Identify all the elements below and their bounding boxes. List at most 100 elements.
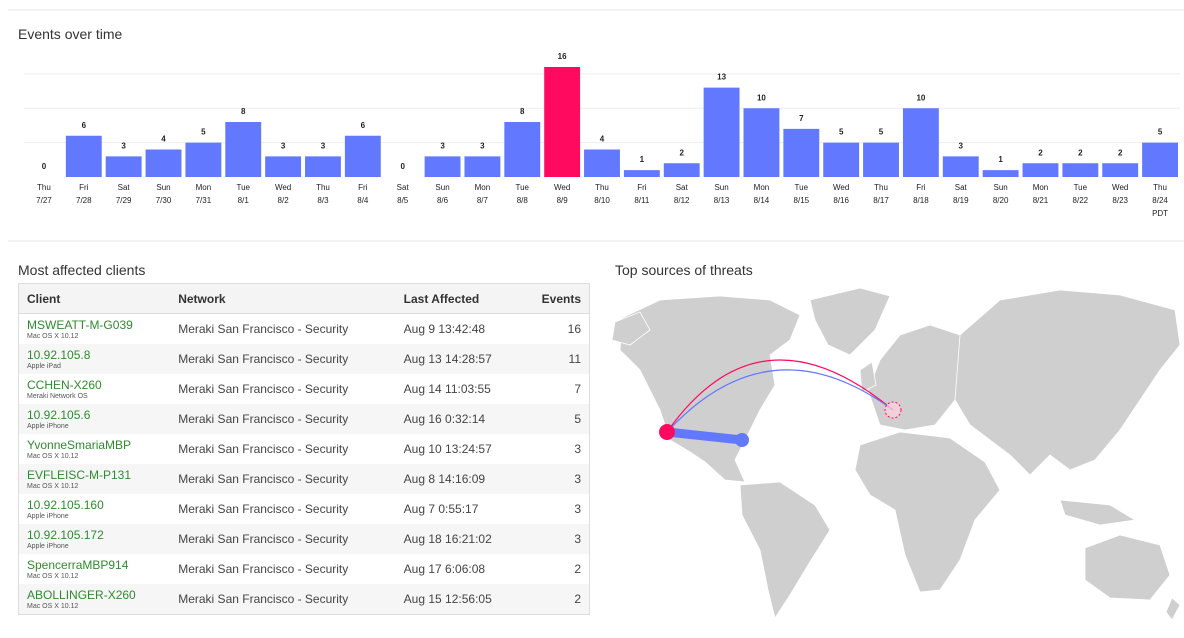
- client-os: Meraki Network OS: [27, 393, 88, 400]
- client-link[interactable]: 10.92.105.6: [27, 408, 91, 422]
- network-cell: Meraki San Francisco - Security: [170, 404, 396, 434]
- client-link[interactable]: MSWEATT-M-G039: [27, 318, 133, 332]
- x-tick-label: 8/15: [794, 196, 810, 205]
- network-cell: Meraki San Francisco - Security: [178, 442, 349, 456]
- chart-title: Events over time: [18, 26, 123, 42]
- table-row: ABOLLINGER-X260 Mac OS X 10.12 Meraki San …: [18, 584, 590, 615]
- clients-table: Client Network Last Affected Events MSWEATT…: [18, 283, 590, 615]
- x-tick-label: PDT: [1152, 209, 1168, 218]
- x-tick-label: Wed: [275, 183, 291, 192]
- client-link[interactable]: ABOLLINGER-X260: [27, 588, 136, 602]
- threat-arc: [666, 359, 894, 433]
- x-tick-label: Thu: [316, 183, 330, 192]
- bar: [663, 163, 700, 177]
- table-row: YvonneSmariaMBP Mac OS X 10.12 Meraki San …: [19, 434, 590, 464]
- events-cell: 2: [521, 584, 590, 615]
- europe: [867, 324, 966, 431]
- value-label: 3: [121, 141, 126, 150]
- x-tick-label: Thu: [1153, 183, 1167, 192]
- client-link[interactable]: CCHEN-X260: [27, 378, 102, 392]
- x-tick-label: 8/7: [477, 196, 489, 205]
- x-tick-label: Sun: [994, 183, 1008, 192]
- client-os: Mac OS X 10.12: [27, 603, 79, 610]
- bar: [982, 170, 1019, 177]
- bar: [942, 156, 979, 177]
- x-tick-label: 8/17: [873, 196, 889, 205]
- bar: [863, 142, 899, 177]
- network-cell: Meraki San Francisco - Security: [170, 464, 396, 494]
- client-link[interactable]: 10.92.105.8: [27, 348, 91, 362]
- bar: [703, 87, 740, 177]
- alaska: [611, 311, 651, 346]
- client-link[interactable]: EVFLEISC-M-P131: [27, 468, 132, 482]
- client-cell: YvonneSmariaMBP Mac OS X 10.12: [19, 434, 171, 464]
- x-tick-label: 7/27: [36, 196, 52, 205]
- bar: [265, 156, 302, 177]
- x-tick-label: 8/13: [714, 196, 730, 205]
- greenland: [809, 287, 891, 356]
- value-label: 6: [361, 121, 366, 130]
- client-os: Mac OS X 10.12: [27, 453, 79, 460]
- bar: [1022, 163, 1059, 177]
- value-label: 16: [558, 52, 567, 61]
- client-os: Apple iPhone: [27, 423, 69, 430]
- clients-title: Most affected clients: [18, 262, 146, 278]
- table-row: CCHEN-X260 Meraki Network OS Meraki San Fr…: [19, 374, 590, 404]
- client-link[interactable]: SpencerraMBP914: [27, 558, 129, 572]
- client-link[interactable]: YvonneSmariaMBP: [27, 438, 132, 452]
- x-tick-label: Fri: [79, 183, 89, 192]
- threat-source: [735, 433, 749, 447]
- x-tick-label: Mon: [1033, 183, 1049, 192]
- last-affected-cell: Aug 13 14:28:57: [395, 344, 522, 374]
- client-cell: 10.92.105.6 Apple iPhone: [18, 404, 171, 434]
- south-america: [739, 481, 831, 619]
- bar: [424, 156, 461, 177]
- table-row: 10.92.105.160 Apple iPhone Meraki San Fran…: [19, 494, 590, 524]
- x-tick-label: 8/24: [1152, 196, 1168, 205]
- client-cell: SpencerraMBP914 Mac OS X 10.12: [19, 554, 171, 584]
- value-label: 13: [717, 73, 726, 82]
- value-label: 4: [600, 135, 605, 144]
- events-cell: 16: [567, 322, 581, 336]
- bar: [544, 67, 581, 177]
- x-tick-label: Thu: [874, 183, 888, 192]
- x-tick-label: 8/8: [517, 196, 529, 205]
- client-link[interactable]: 10.92.105.172: [27, 528, 104, 542]
- threat-arc: [666, 369, 894, 433]
- bar: [65, 135, 102, 177]
- x-tick-label: 8/23: [1112, 196, 1128, 205]
- x-tick-label: 7/29: [116, 196, 132, 205]
- events-cell: 3: [521, 464, 590, 494]
- x-tick-label: 8/22: [1073, 196, 1089, 205]
- network-cell: Meraki San Francisco - Security: [170, 584, 396, 615]
- x-tick-label: Tue: [236, 183, 250, 192]
- map-title: Top sources of threats: [615, 262, 753, 278]
- x-tick-label: Thu: [37, 183, 51, 192]
- x-tick-label: Thu: [595, 183, 609, 192]
- bar: [145, 149, 182, 177]
- client-cell: ABOLLINGER-X260 Mac OS X 10.12: [18, 584, 171, 615]
- bar: [344, 135, 381, 177]
- value-label: 2: [1038, 148, 1043, 157]
- network-cell: Meraki San Francisco - Security: [178, 382, 349, 396]
- client-cell: 10.92.105.172 Apple iPhone: [18, 524, 171, 554]
- value-label: 3: [480, 141, 485, 150]
- events-cell: 2: [574, 562, 581, 576]
- events-cell: 3: [574, 502, 581, 516]
- events-cell: 7: [574, 382, 581, 396]
- x-tick-label: Fri: [637, 183, 647, 192]
- x-tick-label: 8/3: [317, 196, 329, 205]
- last-affected-cell: Aug 18 16:21:02: [395, 524, 522, 554]
- bar: [1102, 163, 1139, 177]
- x-tick-label: Sun: [435, 183, 449, 192]
- client-link[interactable]: 10.92.105.160: [27, 498, 104, 512]
- table-row: EVFLEISC-M-P131 Mac OS X 10.12 Meraki San …: [18, 464, 590, 494]
- x-tick-label: 7/31: [196, 196, 212, 205]
- value-label: 1: [640, 155, 645, 164]
- column-header: Events: [521, 283, 590, 314]
- x-tick-label: 8/9: [557, 196, 569, 205]
- column-header: Client: [18, 283, 171, 314]
- bar: [1142, 142, 1179, 177]
- x-tick-label: Sun: [156, 183, 170, 192]
- bar: [743, 108, 780, 177]
